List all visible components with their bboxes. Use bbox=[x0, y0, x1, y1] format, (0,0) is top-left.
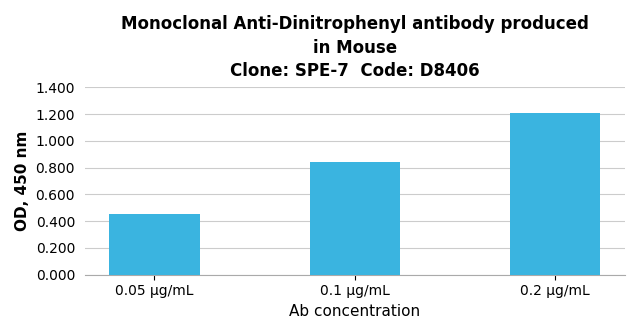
Title: Monoclonal Anti-Dinitrophenyl antibody produced
in Mouse
Clone: SPE-7  Code: D84: Monoclonal Anti-Dinitrophenyl antibody p… bbox=[121, 15, 589, 80]
Bar bbox=[109, 214, 200, 275]
Y-axis label: OD, 450 nm: OD, 450 nm bbox=[15, 131, 30, 231]
X-axis label: Ab concentration: Ab concentration bbox=[289, 304, 420, 319]
Bar bbox=[510, 114, 600, 275]
Bar bbox=[310, 162, 400, 275]
